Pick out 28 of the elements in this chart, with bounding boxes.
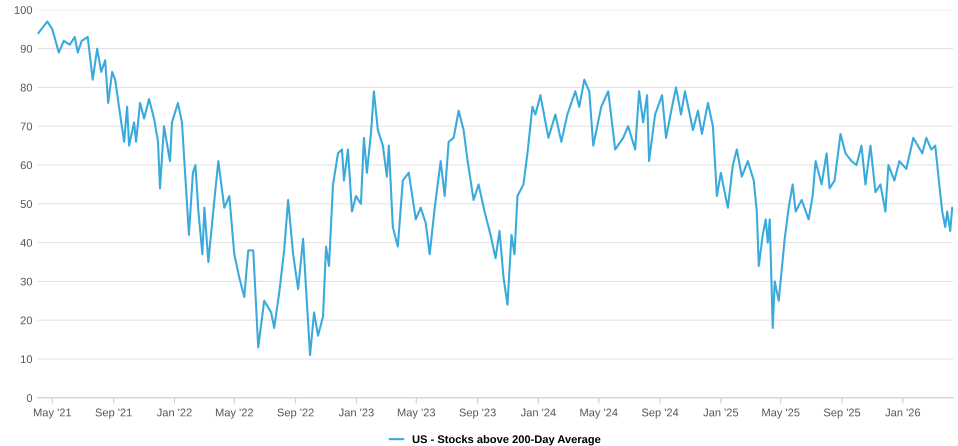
- x-tick-label: Jan '23: [338, 408, 374, 416]
- x-tick-label: Sep '21: [95, 408, 132, 419]
- y-tick-label: 20: [20, 316, 32, 324]
- x-tick-label: May '23: [398, 408, 436, 419]
- y-tick-label: 70: [20, 122, 32, 130]
- x-tick-label: Sep '22: [277, 408, 314, 419]
- x-tick-label: May '25: [762, 408, 800, 419]
- y-tick-label: 40: [20, 238, 32, 247]
- x-tick-label: Sep '25: [824, 408, 860, 419]
- x-tick-label: Jan '24: [520, 408, 556, 416]
- y-tick-label: 60: [20, 161, 32, 170]
- x-tick-label: Sep '23: [459, 408, 496, 419]
- y-tick-label: 10: [20, 355, 32, 364]
- x-tick-label: Jan '25: [703, 408, 738, 416]
- y-tick-label: 0: [26, 394, 32, 402]
- y-tick-label: 100: [14, 6, 32, 14]
- y-tick-label: 50: [20, 200, 32, 208]
- x-tick-label: May '21: [34, 408, 72, 419]
- x-tick-label: May '22: [216, 408, 254, 419]
- y-tick-label: 80: [20, 84, 32, 92]
- x-tick-label: Sep '24: [642, 408, 678, 419]
- y-tick-label: 90: [20, 44, 32, 53]
- x-tick-label: Jan '22: [156, 408, 192, 416]
- legend-label: US - Stocks above 200-Day Average: [412, 434, 600, 446]
- line-series: [37, 20, 954, 356]
- x-tick-label: May '24: [580, 408, 618, 419]
- y-tick-label: 30: [20, 278, 32, 286]
- x-tick-label: Jan '26: [885, 408, 920, 416]
